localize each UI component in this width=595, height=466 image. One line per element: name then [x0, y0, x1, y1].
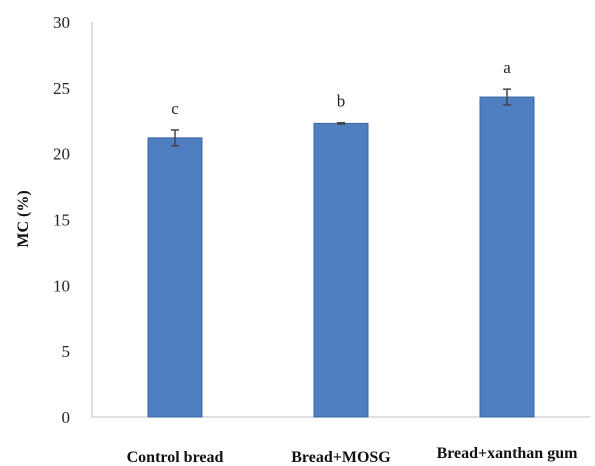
- y-tick-label: 30: [53, 13, 70, 32]
- significance-label: a: [503, 58, 511, 77]
- bar: [479, 96, 535, 418]
- significance-label: c: [171, 99, 179, 118]
- error-bar: [171, 129, 179, 147]
- significance-label: b: [337, 92, 346, 111]
- error-bar: [503, 88, 511, 106]
- bar: [313, 122, 369, 418]
- significance-labels: c b a: [171, 58, 511, 118]
- y-axis: 0 5 10 15 20 25 30: [53, 13, 93, 427]
- error-bar: [337, 121, 345, 125]
- category-labels: Control bread Bread+MOSG Bread+xanthan gum: [127, 445, 578, 466]
- y-tick-label: 0: [62, 408, 71, 427]
- y-tick-label: 20: [53, 145, 70, 164]
- error-bars: [171, 88, 511, 147]
- y-tick-label: 15: [53, 211, 70, 230]
- category-label: Bread+xanthan gum: [437, 445, 579, 462]
- category-label: Control bread: [127, 449, 224, 466]
- y-tick-labels: 0 5 10 15 20 25 30: [53, 13, 70, 427]
- y-tick-label: 10: [53, 276, 70, 295]
- y-axis-label: MC (%): [15, 190, 32, 247]
- y-tick-label: 5: [62, 342, 71, 361]
- category-label: Bread+MOSG: [291, 449, 391, 466]
- bars: [147, 96, 535, 418]
- bar: [147, 137, 203, 418]
- y-tick-label: 25: [53, 79, 70, 98]
